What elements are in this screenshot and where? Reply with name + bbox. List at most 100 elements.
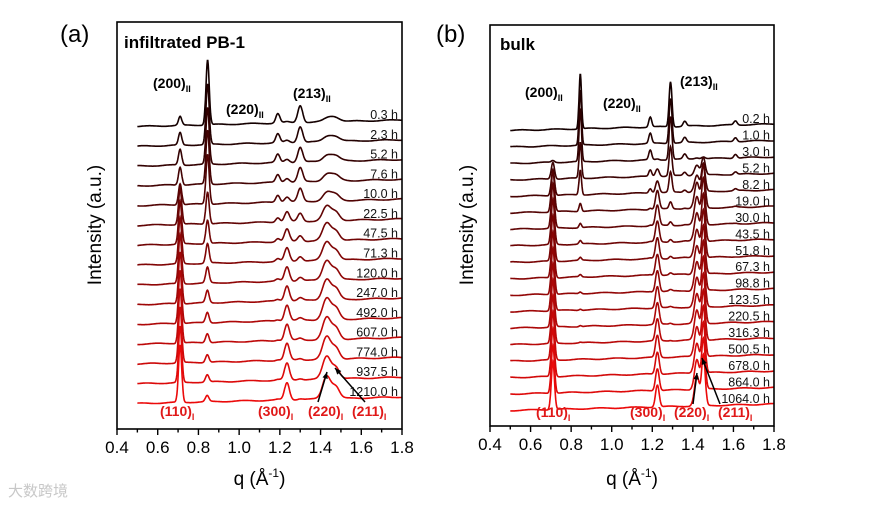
peak-index: (211) [718, 404, 750, 420]
x-axis-label: q (Å-1) [234, 466, 286, 490]
arrowhead-icon [335, 368, 342, 375]
trace-678.0h [510, 319, 774, 379]
trace-time-label: 8.2 h [742, 178, 770, 192]
arrowhead-icon [322, 372, 328, 379]
x-tick-label: 0.6 [146, 438, 170, 457]
trace-time-label: 19.0 h [735, 194, 770, 208]
trace-10.0h [137, 153, 402, 207]
trace-time-label: 492.0 h [356, 306, 398, 320]
peak-index: (110) [160, 403, 192, 419]
trace-time-label: 0.3 h [370, 108, 398, 122]
peak-index: (220) [674, 404, 707, 420]
trace-51.8h [510, 207, 774, 264]
x-tick-label: 1.4 [681, 435, 705, 454]
x-tick-label: 1.6 [722, 435, 746, 454]
trace-time-label: 71.3 h [363, 247, 398, 261]
peak-index: (213) [293, 85, 326, 101]
x-axis-label-end: ) [279, 469, 285, 490]
trace-time-label: 7.6 h [370, 167, 398, 181]
peak-label-form-I: (211)I [352, 403, 386, 422]
peak-index: (211) [352, 403, 384, 419]
panel-b: 0.2 h 1.0 h 3.0 h 5.2 h 8.2 h 19.0 h 30.0 h 43.… [436, 21, 786, 490]
peak-label-form-I: (211)I [718, 404, 752, 423]
x-tick-label: 1.6 [349, 438, 373, 457]
trace-time-label: 67.3 h [735, 260, 770, 274]
trace-time-label: 937.5 h [356, 365, 398, 379]
x-axis-label-exponent: -1 [641, 466, 652, 480]
trace-time-label: 864.0 h [728, 376, 770, 390]
arrowhead-icon [693, 373, 699, 380]
peak-label-form-II: (213)II [680, 73, 718, 92]
trace-time-label: 607.0 h [356, 326, 398, 340]
peak-index: (300) [630, 404, 663, 420]
y-axis-label: Intensity (a.u.) [85, 165, 106, 285]
panel-title: bulk [500, 35, 535, 54]
peak-form-subscript: II [558, 93, 563, 103]
trace-time-label: 47.5 h [363, 227, 398, 241]
peak-form-subscript: I [384, 412, 387, 422]
trace-1.0h [510, 89, 775, 148]
trace-22.5h [137, 186, 402, 227]
trace-1064.0h [510, 352, 774, 412]
trace-time-label: 500.5 h [728, 343, 770, 357]
peak-label-form-I: (220)I [308, 403, 343, 422]
trace-5.2h [137, 107, 402, 167]
peak-index: (200) [153, 75, 186, 91]
peak-label-form-II: (220)II [226, 101, 264, 120]
x-tick-label: 0.4 [105, 438, 129, 457]
peak-index: (200) [525, 84, 558, 100]
peak-label-form-I: (110)I [160, 403, 194, 422]
panel-label: (b) [436, 21, 465, 48]
trace-774.0h [137, 306, 403, 366]
peak-label-form-II: (200)II [153, 75, 191, 94]
trace-120.0h [137, 231, 403, 286]
peak-form-subscript: II [326, 94, 331, 104]
trace-time-label: 247.0 h [356, 286, 398, 300]
x-tick-label: 0.8 [559, 435, 583, 454]
peak-form-subscript: II [636, 104, 641, 114]
watermark-logo: 大数跨境 [8, 482, 68, 500]
x-tick-label: 1.0 [227, 438, 251, 457]
annotation-arrow [334, 367, 366, 403]
trace-time-label: 98.8 h [735, 277, 770, 291]
trace-0.3h [137, 59, 402, 128]
trace-47.5h [137, 198, 402, 247]
trace-time-label: 5.2 h [370, 148, 398, 162]
trace-time-label: 30.0 h [735, 211, 770, 225]
trace-19.0h [510, 162, 775, 215]
y-axis-label: Intensity (a.u.) [457, 165, 478, 285]
trace-67.3h [510, 223, 775, 280]
x-tick-label: 1.4 [309, 438, 333, 457]
peak-index: (213) [680, 73, 713, 89]
trace-492.0h [137, 270, 402, 326]
peak-form-subscript: I [663, 413, 666, 423]
peak-index: (220) [308, 403, 341, 419]
peak-form-subscript: I [291, 412, 294, 422]
trace-247.0h [137, 251, 402, 306]
trace-71.3h [137, 214, 402, 266]
trace-98.8h [510, 238, 774, 297]
trace-2.3h [137, 83, 402, 147]
x-tick-label: 1.8 [390, 438, 414, 457]
trace-8.2h [510, 161, 774, 198]
trace-time-label: 1.0 h [742, 128, 770, 142]
x-axis-label-main: q (Å [234, 469, 269, 490]
panel-a: 0.3 h 2.3 h 5.2 h 7.6 h 10.0 h 22.5 h 47.5 h 71… [60, 21, 414, 490]
peak-label-form-II: (213)II [293, 85, 331, 104]
trace-time-label: 0.2 h [742, 112, 770, 126]
x-tick-label: 1.2 [268, 438, 292, 457]
peak-label-form-I: (300)I [630, 404, 665, 423]
trace-937.5h [137, 325, 402, 385]
peak-form-subscript: II [186, 84, 191, 94]
trace-864.0h [510, 335, 775, 396]
trace-time-label: 120.0 h [356, 266, 398, 280]
trace-43.5h [510, 191, 774, 247]
panel-label: (a) [60, 21, 89, 48]
trace-time-label: 3.0 h [742, 145, 770, 159]
arrowhead-icon [701, 358, 707, 365]
trace-time-label: 1210.0 h [349, 385, 398, 399]
trace-0.2h [510, 73, 774, 132]
peak-form-subscript: I [568, 413, 571, 423]
trace-7.6h [137, 129, 403, 187]
trace-time-label: 1064.0 h [721, 392, 770, 406]
